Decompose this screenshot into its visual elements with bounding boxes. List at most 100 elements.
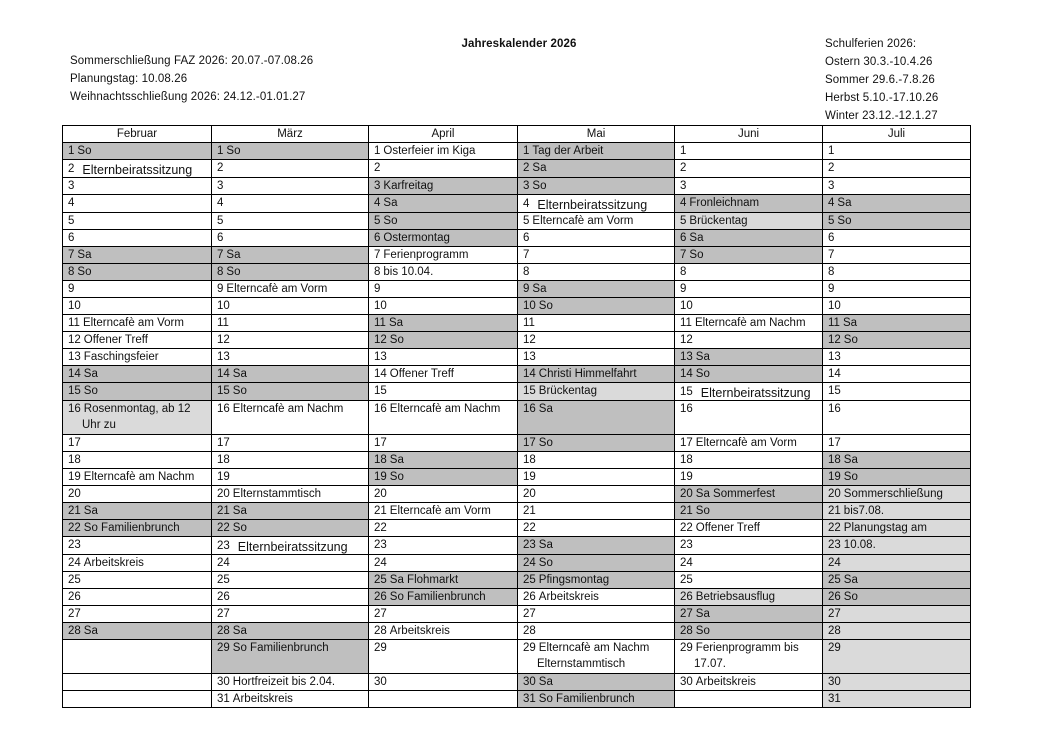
day-cell: 7 So bbox=[674, 246, 823, 264]
day-number: 20 bbox=[68, 488, 81, 500]
day-number: 7 bbox=[217, 249, 224, 261]
day-number: 9 bbox=[828, 283, 835, 295]
day-cell: 12 bbox=[674, 331, 823, 349]
closure-info: Sommerschließung FAZ 2026: 20.07.-07.08.… bbox=[70, 52, 313, 106]
day-cell: 9 bbox=[822, 280, 971, 298]
day-cell: 13 Sa bbox=[674, 348, 823, 366]
day-number: 28 bbox=[680, 625, 693, 637]
day-number: 15 bbox=[680, 386, 693, 398]
day-number: 29 bbox=[217, 642, 230, 654]
day-cell: 9 Elterncafè am Vorm bbox=[211, 280, 369, 298]
day-number: 21 bbox=[523, 505, 536, 517]
day-cell: 26 Arbeitskreis bbox=[517, 588, 675, 606]
day-cell: 2 bbox=[822, 159, 971, 178]
day-number: 10 bbox=[374, 300, 387, 312]
day-cell: 30 Sa bbox=[517, 673, 675, 691]
day-cell: 15 bbox=[368, 382, 518, 401]
day-cell: 19 Elterncafè am Nachm bbox=[62, 468, 212, 486]
day-cell: 3 bbox=[62, 177, 212, 195]
day-cell bbox=[62, 639, 212, 674]
day-number: 6 bbox=[68, 232, 75, 244]
day-cell: 12 So bbox=[368, 331, 518, 349]
day-event: Ferienprogramm bis 17.07. bbox=[694, 642, 799, 670]
day-cell: 8 bbox=[822, 263, 971, 281]
day-event: So bbox=[538, 437, 553, 449]
day-cell: 6 Ostermontag bbox=[368, 229, 518, 247]
day-cell: 17 So bbox=[517, 434, 675, 452]
day-number: 25 bbox=[68, 574, 81, 586]
day-number: 1 bbox=[68, 145, 75, 157]
day-event: Sa bbox=[837, 197, 852, 209]
day-number: 30 bbox=[217, 676, 230, 688]
day-cell: 15 Elternbeiratssitzung bbox=[674, 382, 823, 401]
day-cell: 18 Sa bbox=[822, 451, 971, 469]
day-cell: 22 Planungstag am bbox=[822, 519, 971, 537]
closure-christmas: Weihnachtsschließung 2026: 24.12.-01.01.… bbox=[70, 91, 306, 103]
day-cell: 7 Sa bbox=[211, 246, 369, 264]
day-number: 10 bbox=[680, 300, 693, 312]
day-cell: 9 bbox=[674, 280, 823, 298]
day-event: So bbox=[383, 215, 398, 227]
day-cell: 21 Elterncafè am Vorm bbox=[368, 502, 518, 520]
day-cell: 3 Karfreitag bbox=[368, 177, 518, 195]
day-cell: 20 bbox=[517, 485, 675, 503]
day-cell: 20 Elternstammtisch bbox=[211, 485, 369, 503]
day-number: 26 bbox=[217, 591, 230, 603]
day-cell: 19 bbox=[517, 468, 675, 486]
day-number: 14 bbox=[523, 368, 536, 380]
day-cell: 24 bbox=[822, 554, 971, 572]
day-row: 4 4 4 Sa 4 Elternbeiratssitzung 4 Fronleichnam 4… bbox=[62, 194, 971, 213]
day-number: 18 bbox=[68, 454, 81, 466]
day-cell: 4 bbox=[62, 194, 212, 213]
day-row: 22 So Familienbrunch 22 So 22 22 22 Offener Tre… bbox=[62, 519, 971, 537]
day-number: 4 bbox=[68, 197, 75, 209]
day-cell: 7 Sa bbox=[62, 246, 212, 264]
day-cell: 27 bbox=[822, 605, 971, 623]
day-cell: 18 bbox=[211, 451, 369, 469]
day-number: 25 bbox=[374, 574, 387, 586]
month-header: April bbox=[368, 125, 518, 143]
day-number: 28 bbox=[68, 625, 81, 637]
day-cell: 22 Offener Treff bbox=[674, 519, 823, 537]
day-number: 11 bbox=[217, 317, 229, 329]
day-row: 26 26 26 So Familienbrunch 26 Arbeitskreis 26 B… bbox=[62, 588, 971, 606]
school-holidays-heading: Schulferien 2026: bbox=[825, 38, 917, 50]
day-number: 7 bbox=[523, 249, 530, 261]
day-cell: 23 bbox=[368, 536, 518, 555]
day-cell: 15 So bbox=[62, 382, 212, 401]
day-event: Elternbeiratssitzung bbox=[537, 198, 648, 212]
day-number: 14 bbox=[828, 368, 841, 380]
day-cell: 10 So bbox=[517, 297, 675, 315]
day-cell: 8 bbox=[517, 263, 675, 281]
day-number: 26 bbox=[374, 591, 387, 603]
day-cell: 19 So bbox=[368, 468, 518, 486]
day-number: 6 bbox=[217, 232, 224, 244]
day-cell: 17 bbox=[822, 434, 971, 452]
day-cell: 30 Arbeitskreis bbox=[674, 673, 823, 691]
day-event: bis 10.04. bbox=[383, 266, 434, 278]
day-number: 5 bbox=[523, 215, 530, 227]
day-number: 18 bbox=[680, 454, 693, 466]
day-event: So bbox=[695, 625, 710, 637]
day-cell: 18 bbox=[674, 451, 823, 469]
day-event: So Familienbrunch bbox=[389, 591, 486, 603]
day-cell: 3 So bbox=[517, 177, 675, 195]
day-cell: 14 Sa bbox=[62, 365, 212, 383]
day-number: 17 bbox=[828, 437, 841, 449]
day-number: 25 bbox=[828, 574, 841, 586]
day-event: Planungstag am bbox=[843, 522, 927, 534]
day-number: 24 bbox=[680, 557, 693, 569]
day-number: 1 bbox=[523, 145, 530, 157]
day-cell: 28 bbox=[822, 622, 971, 640]
closure-summer: Sommerschließung FAZ 2026: 20.07.-07.08.… bbox=[70, 55, 314, 67]
day-cell: 4 Fronleichnam bbox=[674, 194, 823, 213]
day-number: 20 bbox=[828, 488, 841, 500]
holiday-winter: Winter 23.12.-12.1.27 bbox=[825, 110, 938, 122]
day-cell: 17 bbox=[368, 434, 518, 452]
day-number: 19 bbox=[828, 471, 841, 483]
day-cell: 16 bbox=[674, 400, 823, 435]
day-number: 3 bbox=[523, 180, 530, 192]
day-cell: 13 bbox=[211, 348, 369, 366]
day-event: So bbox=[77, 266, 92, 278]
day-cell: 9 bbox=[368, 280, 518, 298]
